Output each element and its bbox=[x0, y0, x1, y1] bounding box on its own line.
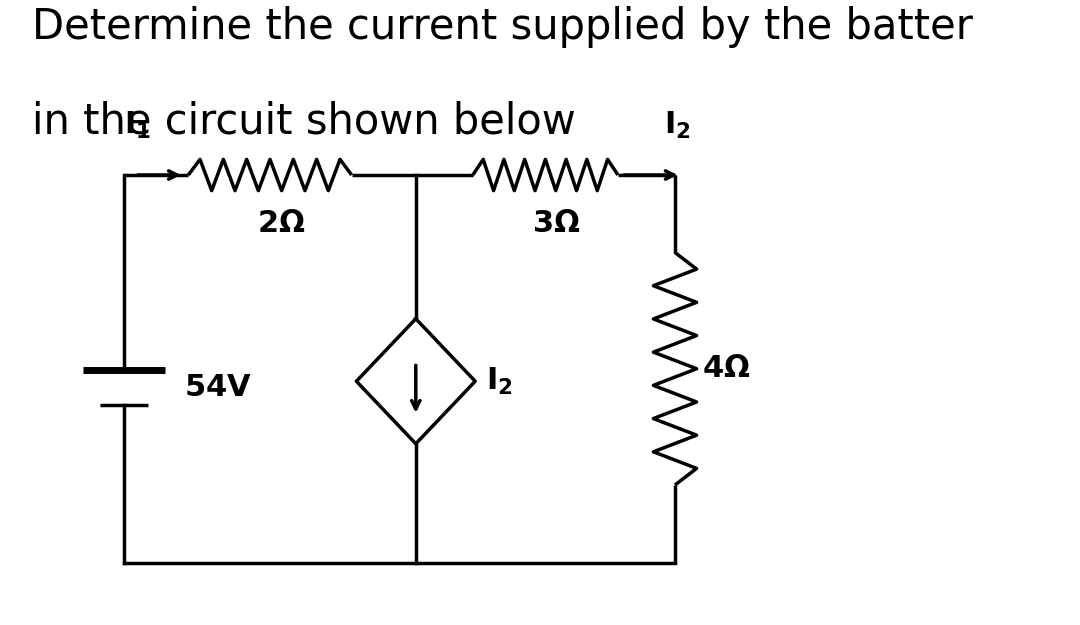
Text: $\mathbf{I_1}$: $\mathbf{I_1}$ bbox=[124, 109, 151, 141]
Text: $\mathbf{54V}$: $\mathbf{54V}$ bbox=[184, 373, 252, 402]
Text: $\mathbf{I_2}$: $\mathbf{I_2}$ bbox=[486, 366, 513, 397]
Text: $\mathbf{I_2}$: $\mathbf{I_2}$ bbox=[664, 109, 691, 141]
Text: $\mathbf{2\Omega}$: $\mathbf{2\Omega}$ bbox=[257, 209, 305, 238]
Text: Determine the current supplied by the batter: Determine the current supplied by the ba… bbox=[32, 6, 973, 48]
Text: in the circuit shown below: in the circuit shown below bbox=[32, 100, 576, 142]
Text: $\mathbf{3\Omega}$: $\mathbf{3\Omega}$ bbox=[532, 209, 580, 238]
Text: $\mathbf{4\Omega}$: $\mathbf{4\Omega}$ bbox=[702, 354, 751, 383]
